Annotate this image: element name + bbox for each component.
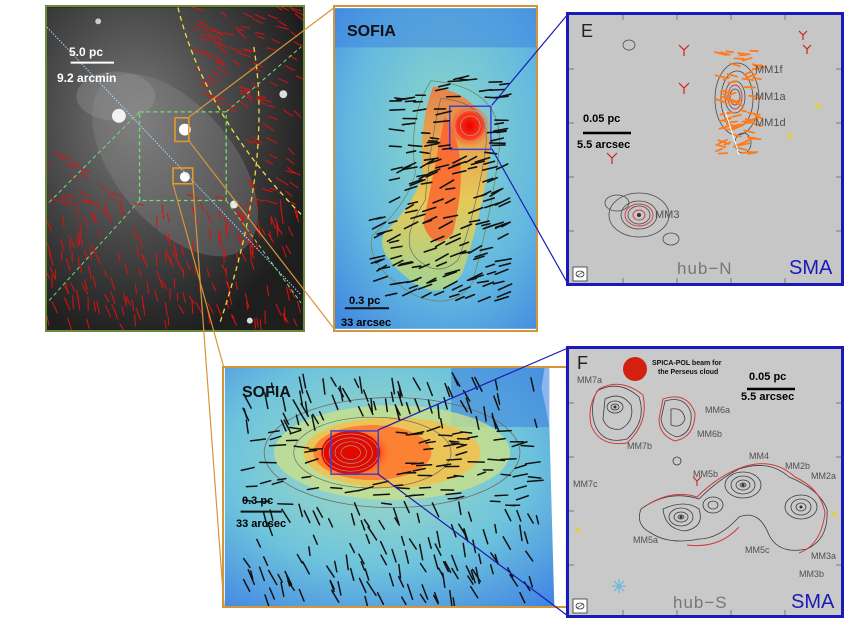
scale-pc-label: 0.3 pc [349,295,381,307]
scale-pc-label: 5.0 pc [69,45,104,59]
scale-arcsec-label: 33 arcsec [236,518,287,530]
sma-south-panel: F SPICA-POL beam for the Perseus cloud 0… [566,346,844,618]
panel-letter: E [581,21,594,41]
zoom-box-sma [330,430,380,475]
beam-note-line1: SPICA-POL beam for [652,360,722,367]
sofia-south-map [224,368,566,606]
source-label: MM6a [705,405,731,415]
zoom-box-north [174,117,190,143]
scale-pc-label: 0.05 pc [749,371,787,383]
source-label: MM3b [799,569,825,579]
source-label: MM4 [749,451,769,461]
source-label: MM2a [811,471,837,481]
panel-letter: F [577,353,588,373]
source-label: MM2b [785,461,811,471]
yellow-dashed-curve [177,7,302,215]
scale-pc-label: 0.3 pc [242,495,274,507]
scale-pc-label: 0.05 pc [583,113,621,125]
source-label: MM1f [755,64,783,76]
hub-label: hub−N [677,259,733,278]
outflow-markers [606,30,812,164]
contours-red [589,383,826,554]
scale-arcsec-label: 5.5 arcsec [577,139,631,151]
scale-arcsec-label: 33 arcsec [341,317,392,329]
source-label: MM3 [655,209,680,221]
sofia-north-map [335,8,536,329]
sma-south-map [569,349,841,615]
hub-label: hub−S [673,593,728,612]
sofia-title: SOFIA [242,384,291,401]
source-label: MM3a [811,551,837,561]
source-label: MM7c [573,479,598,489]
source-label: MM7b [627,441,653,451]
polarization-vectors-orange [713,49,766,155]
spica-pol-beam [623,357,647,381]
beam-icon [572,598,588,614]
telescope-label: SMA [789,257,833,279]
scale-arcmin-label: 9.2 arcmin [57,71,117,85]
scale-arcsec-label: 5.5 arcsec [741,391,795,403]
source-label: MM1a [755,91,786,103]
zoom-box-sma [448,105,492,151]
source-label: MM5a [633,535,659,545]
beam-note-line2: the Perseus cloud [658,369,719,376]
source-label: MM5c [745,545,770,555]
source-label: MM1d [755,117,786,129]
sofia-north-panel: SOFIA 0.3 pc 33 arcsec [333,5,538,332]
wide-field-panel: 5.0 pc 9.2 arcmin [45,5,305,332]
source-label: MM5b [693,469,719,479]
sma-north-map [569,15,841,283]
sma-north-panel: E 0.05 pc 5.5 arcsec MM1f MM1a MM1d MM3 … [566,12,844,286]
telescope-label: SMA [791,591,835,613]
source-label: MM6b [697,429,723,439]
sofia-title: SOFIA [347,23,396,40]
source-label: MM7a [577,375,603,385]
asterisk-marker [612,579,626,593]
beam-icon [572,266,588,282]
sofia-south-panel: SOFIA 0.3 pc 33 arcsec [222,366,568,608]
